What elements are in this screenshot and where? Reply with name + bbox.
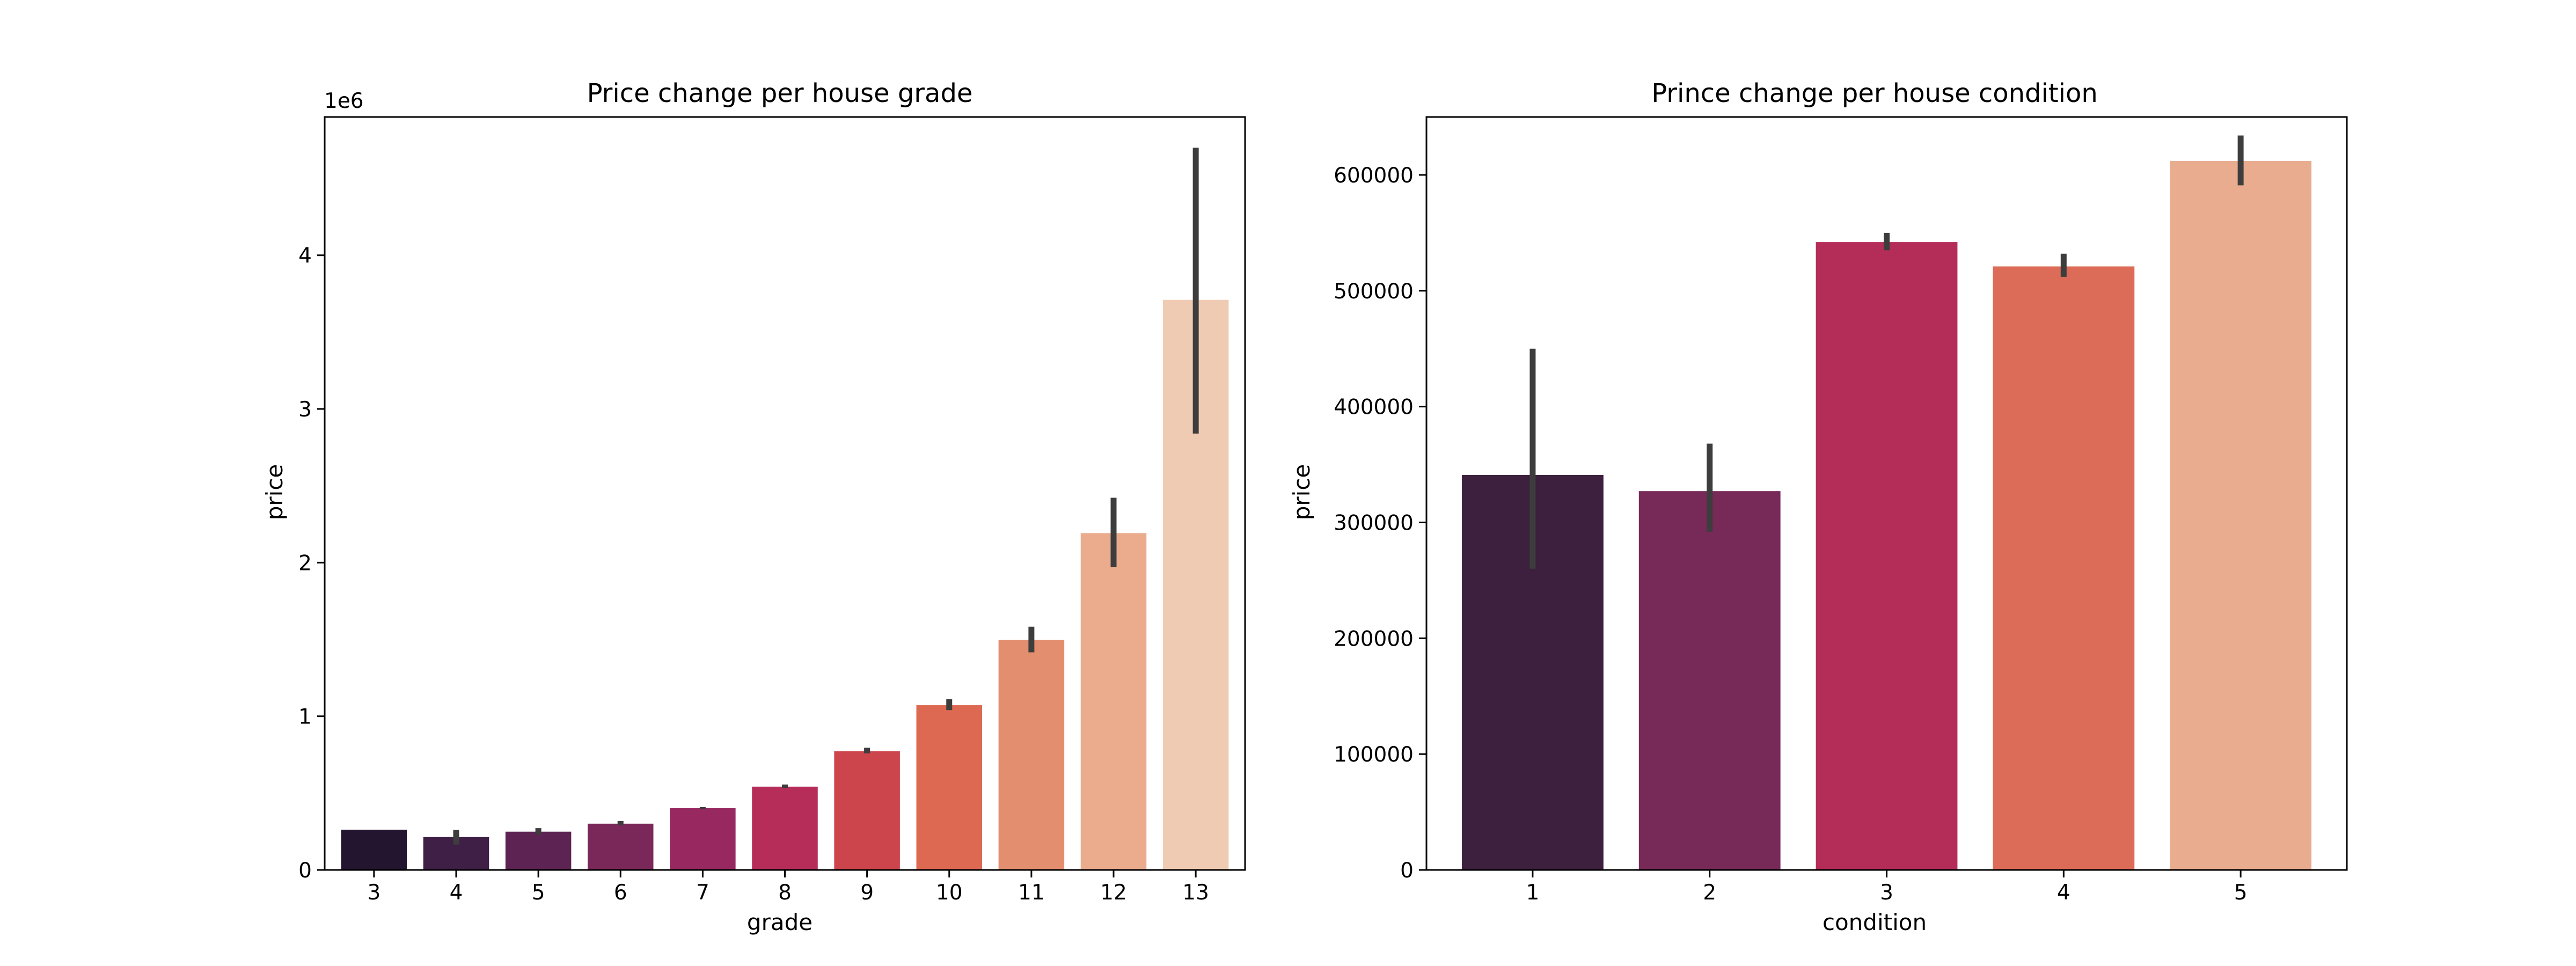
chart-title: Price change per house grade xyxy=(587,78,973,108)
y-tick-label: 100000 xyxy=(1334,743,1414,767)
bar xyxy=(505,831,572,870)
y-tick-label: 4 xyxy=(298,244,312,268)
bar xyxy=(998,640,1065,870)
plot-frame xyxy=(1425,116,2348,871)
x-tick-label: 5 xyxy=(2234,881,2248,905)
bar xyxy=(670,808,736,870)
bar xyxy=(588,823,654,870)
bar xyxy=(1638,491,1781,870)
x-tick-label: 7 xyxy=(696,881,709,905)
y-tick-label: 0 xyxy=(1400,859,1414,883)
y-tick-label: 300000 xyxy=(1334,511,1414,535)
y-tick-label: 200000 xyxy=(1334,627,1414,651)
x-axis-label: grade xyxy=(747,909,813,935)
bar xyxy=(834,751,900,870)
y-tick-label: 600000 xyxy=(1334,164,1414,188)
x-tick-label: 4 xyxy=(450,881,463,905)
x-tick-label: 13 xyxy=(1182,881,1209,905)
x-tick-label: 1 xyxy=(1526,881,1539,905)
x-tick-label: 12 xyxy=(1100,881,1127,905)
x-tick-label: 3 xyxy=(367,881,380,905)
x-tick-label: 9 xyxy=(860,881,874,905)
y-tick-label: 2 xyxy=(298,551,312,575)
x-tick-label: 6 xyxy=(614,881,627,905)
chart-title: Prince change per house condition xyxy=(1651,78,2098,108)
x-tick-label: 10 xyxy=(936,881,963,905)
bar xyxy=(916,705,982,870)
bar xyxy=(1080,533,1147,870)
bar xyxy=(1816,242,1958,870)
y-axis-label: price xyxy=(1289,464,1315,521)
condition-price-chart: Prince change per house condition condit… xyxy=(1289,78,2348,935)
y-tick-label: 500000 xyxy=(1334,280,1414,304)
y-tick-label: 0 xyxy=(298,859,312,883)
y-tick-label: 3 xyxy=(298,398,312,422)
x-axis-label: condition xyxy=(1823,909,1927,935)
x-tick-label: 11 xyxy=(1018,881,1045,905)
plot-frame xyxy=(324,116,1246,871)
x-tick-label: 8 xyxy=(778,881,792,905)
bar xyxy=(341,829,407,870)
x-tick-label: 4 xyxy=(2057,881,2070,905)
x-tick-label: 5 xyxy=(532,881,545,905)
bar xyxy=(1993,266,2135,870)
y-offset-label: 1e6 xyxy=(324,89,364,113)
y-axis-label: price xyxy=(261,464,288,521)
y-tick-label: 400000 xyxy=(1334,396,1414,420)
bar xyxy=(752,786,818,870)
x-tick-label: 2 xyxy=(1703,881,1716,905)
grade-price-chart: Price change per house grade grade price… xyxy=(261,78,1246,935)
x-tick-label: 3 xyxy=(1880,881,1893,905)
bar xyxy=(2170,161,2312,870)
y-tick-label: 1 xyxy=(298,705,312,729)
